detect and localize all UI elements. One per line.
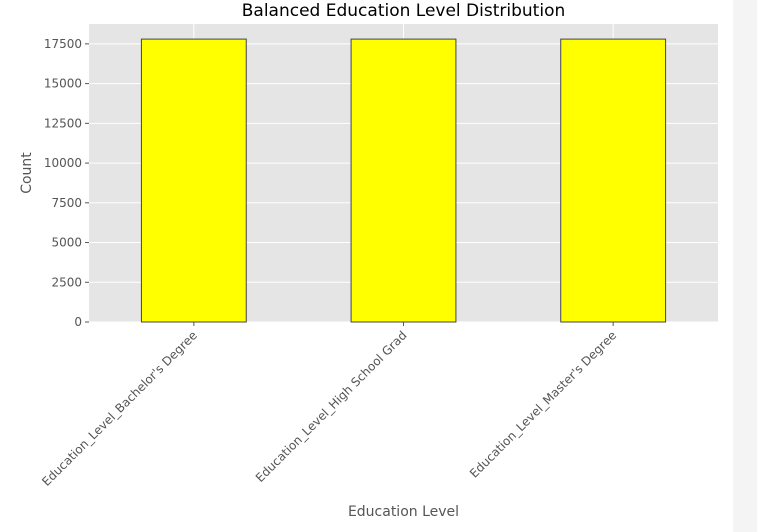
- y-tick-label: 10000: [44, 156, 82, 170]
- bar: [350, 38, 457, 323]
- x-axis-label: Education Level: [348, 504, 459, 520]
- y-tick-label: 12500: [44, 116, 82, 130]
- bar: [560, 38, 667, 323]
- y-tick-label: 5000: [51, 236, 82, 250]
- window-edge: [733, 0, 757, 532]
- bars: [140, 38, 667, 323]
- x-tick-label: Education_Level_High School Grad: [253, 328, 410, 485]
- y-axis-label: Count: [19, 152, 35, 194]
- x-axis: Education_Level_Bachelor's Degree Educati…: [39, 322, 619, 489]
- y-tick-label: 0: [74, 315, 82, 329]
- x-tick-label: Education_Level_Master's Degree: [467, 328, 619, 480]
- x-tick-label: Education_Level_Bachelor's Degree: [39, 328, 200, 489]
- y-tick-label: 17500: [44, 37, 82, 51]
- y-axis: 0 2500 5000 7500 10000 12500 15000 17500: [44, 37, 89, 329]
- y-tick-label: 15000: [44, 77, 82, 91]
- chart-title: Balanced Education Level Distribution: [242, 1, 566, 21]
- y-tick-label: 7500: [51, 196, 82, 210]
- bar: [140, 38, 247, 323]
- y-tick-label: 2500: [51, 275, 82, 289]
